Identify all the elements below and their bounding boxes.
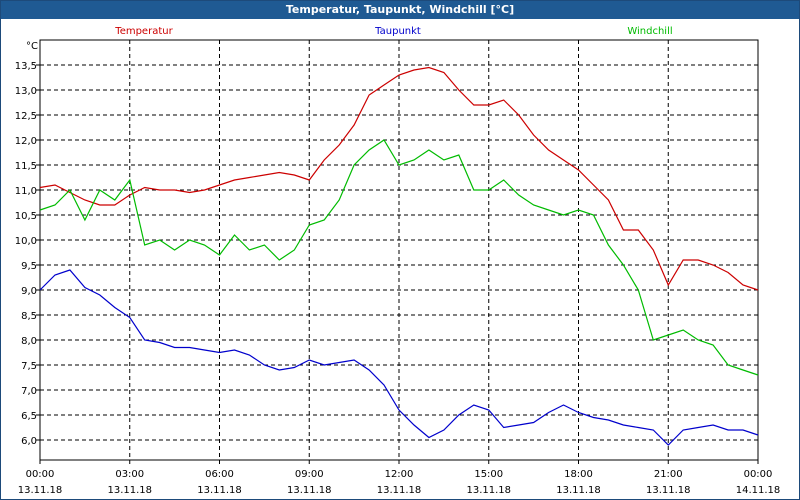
y-tick-label: 13,5 (15, 61, 37, 72)
x-tick-date-label: 13.11.18 (287, 485, 332, 496)
legend-entry-taupunkt: Taupunkt (374, 26, 421, 37)
x-tick-time-label: 00:00 (26, 469, 55, 480)
x-tick-time-label: 00:00 (744, 469, 773, 480)
grid-lines (40, 40, 758, 460)
y-tick-label: 11,5 (15, 161, 37, 172)
x-tick-time-label: 06:00 (205, 469, 234, 480)
y-tick-label: 6,5 (21, 411, 37, 422)
x-tick-time-label: 15:00 (474, 469, 503, 480)
x-tick-date-label: 13.11.18 (18, 485, 63, 496)
y-tick-label: 11,0 (15, 186, 37, 197)
series-line-taupunkt (39, 269, 759, 446)
x-tick-date-label: 13.11.18 (377, 485, 422, 496)
y-tick-label: 8,5 (21, 311, 37, 322)
x-tick-date-label: 13.11.18 (107, 485, 152, 496)
series-lines (39, 66, 759, 446)
y-tick-label: 10,5 (15, 211, 37, 222)
legend: Temperatur Taupunkt Windchill (114, 26, 672, 37)
x-tick-date-label: 13.11.18 (646, 485, 691, 496)
series-line-temperatur (39, 66, 759, 291)
y-tick-label: 9,0 (21, 286, 37, 297)
y-tick-label: 7,0 (21, 386, 37, 397)
x-tick-date-label: 14.11.18 (736, 485, 781, 496)
x-tick-time-label: 18:00 (564, 469, 593, 480)
legend-entry-windchill: Windchill (627, 26, 672, 37)
x-tick-date-label: 13.11.18 (556, 485, 601, 496)
y-tick-label: 12,0 (15, 136, 37, 147)
y-tick-label: 13,0 (15, 86, 37, 97)
y-tick-label: 6,0 (21, 436, 37, 447)
window-title: Temperatur, Taupunkt, Windchill [°C] (1, 1, 799, 19)
y-tick-label: 8,0 (21, 336, 37, 347)
x-tick-time-label: 12:00 (385, 469, 414, 480)
x-tick-date-label: 13.11.18 (466, 485, 511, 496)
y-axis-unit-label: °C (26, 41, 38, 52)
y-tick-label: 10,0 (15, 236, 37, 247)
y-axis: 6,0 6,5 7,0 7,5 8,0 8,5 9,0 9,5 10,0 10,5 11,0 11,5… (15, 61, 40, 447)
x-tick-time-label: 03:00 (115, 469, 144, 480)
legend-entry-temperatur: Temperatur (114, 26, 173, 37)
series-line-windchill (39, 139, 759, 376)
x-tick-date-label: 13.11.18 (197, 485, 242, 496)
y-tick-label: 7,5 (21, 361, 37, 372)
y-tick-label: 9,5 (21, 261, 37, 272)
x-tick-time-label: 21:00 (654, 469, 683, 480)
y-tick-label: 12,5 (15, 111, 37, 122)
x-tick-time-label: 09:00 (295, 469, 324, 480)
x-axis: 00:00 13.11.18 03:00 13.11.18 06:00 13.11.18 0… (18, 460, 781, 496)
